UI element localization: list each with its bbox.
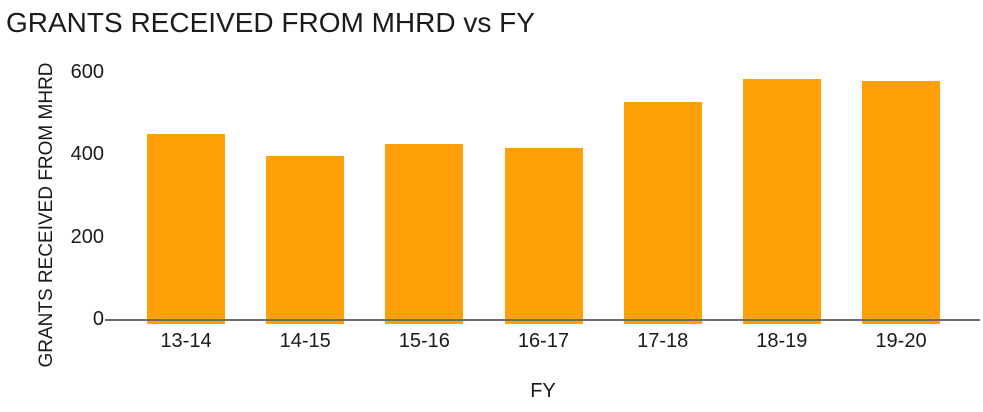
x-axis-line bbox=[105, 319, 980, 321]
bar-16-17[interactable] bbox=[504, 148, 583, 324]
y-tick-label: 600 bbox=[70, 61, 104, 83]
bar-14-15[interactable] bbox=[266, 156, 345, 324]
x-tick-label: 17-18 bbox=[637, 330, 689, 352]
chart-title: GRANTS RECEIVED FROM MHRD vs FY bbox=[6, 7, 535, 38]
y-tick-label: 0 bbox=[92, 308, 104, 330]
x-tick-label: 13-14 bbox=[160, 330, 212, 352]
y-tick-label: 400 bbox=[70, 143, 104, 166]
bar-17-18[interactable] bbox=[623, 102, 702, 324]
bar-13-14[interactable] bbox=[147, 133, 225, 324]
x-tick-label: 19-20 bbox=[875, 330, 927, 352]
x-tick-label: 14-15 bbox=[279, 330, 331, 352]
x-tick-label: 15-16 bbox=[398, 330, 450, 352]
bar-19-20[interactable] bbox=[862, 81, 941, 324]
x-tick-label: 16-17 bbox=[517, 330, 570, 352]
x-axis-title: FY bbox=[530, 380, 556, 402]
x-tick-label: 18-19 bbox=[756, 330, 808, 352]
y-tick-label: 200 bbox=[70, 225, 104, 248]
bar-18-19[interactable] bbox=[742, 78, 821, 324]
bar-15-16[interactable] bbox=[385, 144, 464, 324]
